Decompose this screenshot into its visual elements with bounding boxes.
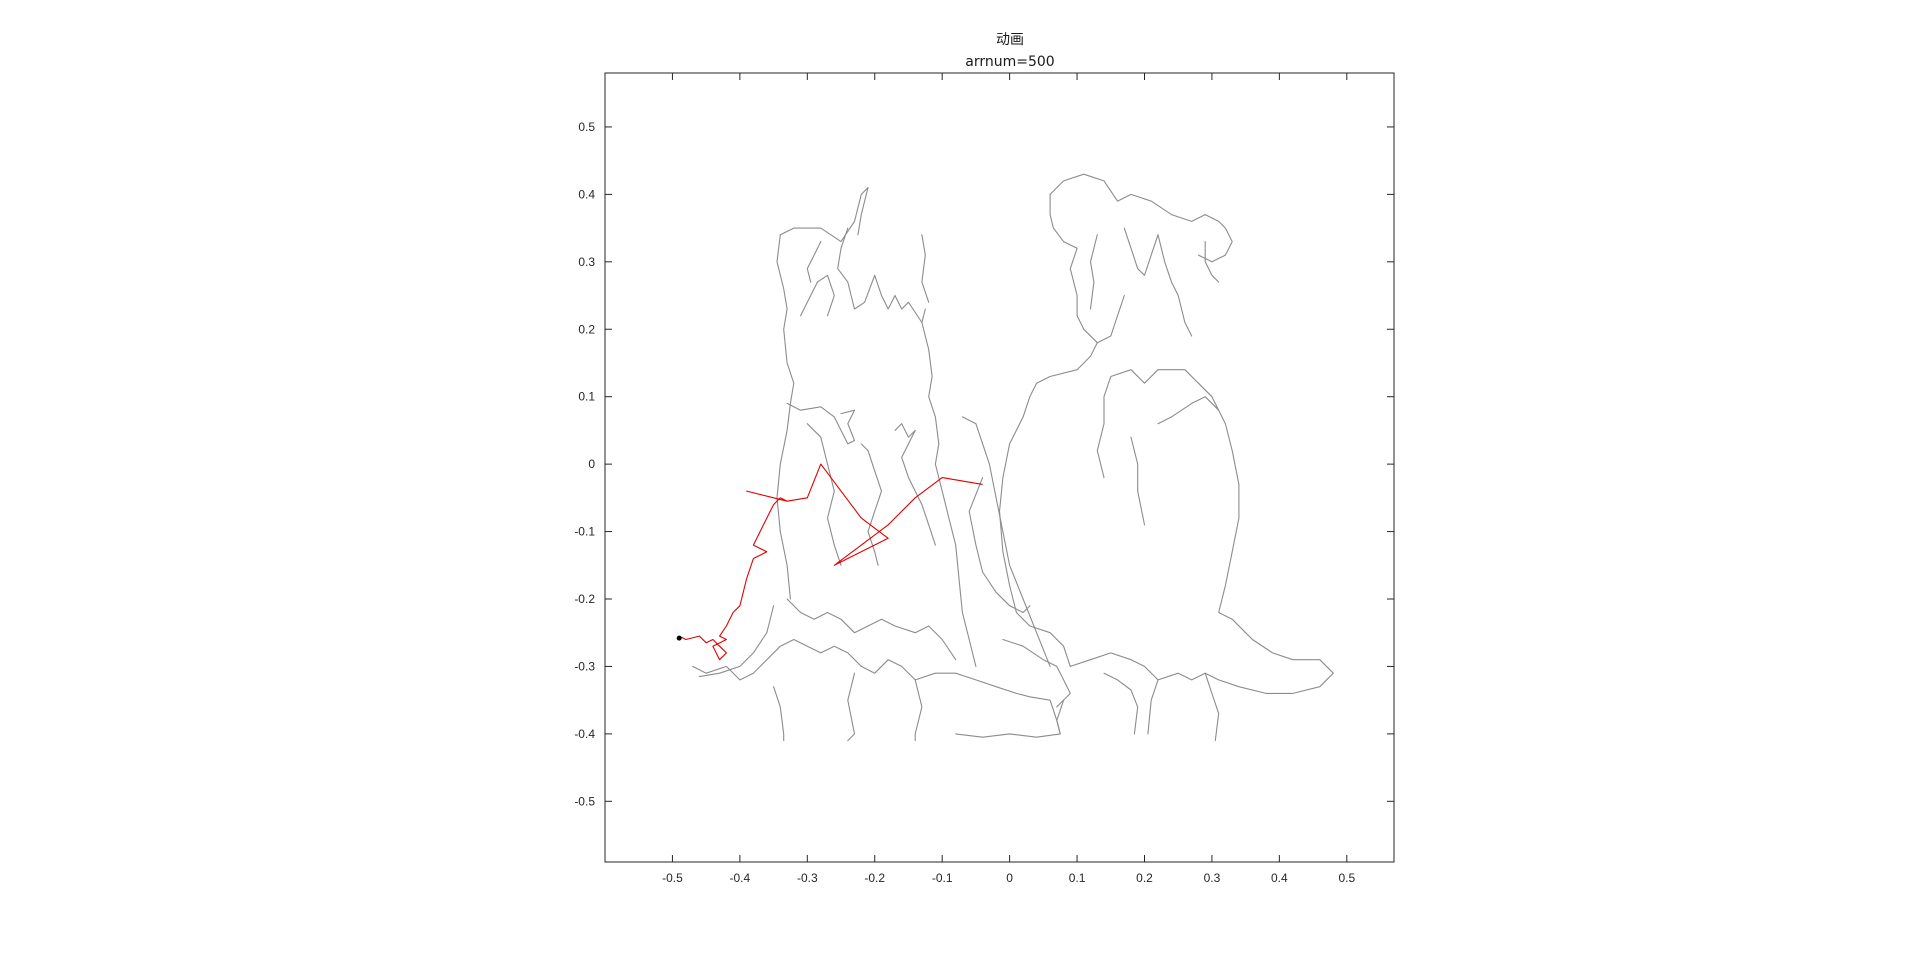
outline-stroke-4	[858, 188, 868, 235]
outline-stroke-17	[861, 660, 922, 741]
outline-stroke-7	[922, 323, 976, 667]
outline-stroke-25	[1198, 215, 1232, 262]
outline-drawing-layer	[693, 174, 1334, 740]
y-tick-label: 0	[588, 457, 595, 471]
x-tick-label: -0.1	[932, 871, 953, 885]
outline-stroke-11	[895, 424, 935, 545]
outline-stroke-28	[1124, 228, 1158, 275]
y-tick-label: 0.3	[578, 255, 595, 269]
outline-stroke-18	[915, 673, 1060, 734]
y-tick-label: -0.4	[574, 727, 595, 741]
outline-stroke-34	[1131, 437, 1145, 525]
y-tick-label: 0.2	[578, 322, 595, 336]
outline-stroke-27	[1091, 235, 1098, 309]
y-tick-label: -0.2	[574, 592, 595, 606]
plot-area	[677, 174, 1334, 740]
y-tick-label: 0.4	[578, 187, 595, 201]
outline-stroke-24	[1050, 194, 1077, 248]
outline-stroke-26	[1070, 248, 1124, 342]
y-tick-label: -0.5	[574, 794, 595, 808]
x-tick-label: 0.1	[1069, 871, 1086, 885]
y-tick-label: -0.1	[574, 525, 595, 539]
outline-stroke-31	[1000, 343, 1098, 667]
outline-stroke-29	[1158, 235, 1192, 336]
y-axis-ticks: 0.5 0.4 0.3 0.2 0.1 0 -0.1 -0.2 -0.3 -0.4 -0.5	[574, 120, 1394, 808]
outline-stroke-38	[1148, 680, 1158, 734]
outline-stroke-23	[1050, 174, 1205, 221]
outline-stroke-3	[838, 228, 926, 322]
outline-stroke-1	[777, 235, 794, 599]
x-tick-label: -0.5	[662, 871, 683, 885]
red-trace-layer	[679, 464, 982, 660]
x-tick-label: 0	[1006, 871, 1013, 885]
y-tick-label: -0.3	[574, 659, 595, 673]
outline-stroke-19	[956, 734, 1060, 737]
current-point-layer	[677, 636, 682, 641]
outline-stroke-32	[1158, 370, 1333, 694]
outline-stroke-9	[807, 424, 841, 566]
chart-title: 动画	[996, 32, 1024, 48]
red-trace-line	[679, 464, 982, 660]
outline-stroke-39	[1205, 673, 1219, 740]
chart-subtitle: arrnum=500	[965, 54, 1054, 70]
outline-stroke-37	[1104, 673, 1138, 734]
y-tick-label: 0.1	[578, 390, 595, 404]
y-tick-label: 0.5	[578, 120, 595, 134]
outline-stroke-5	[922, 235, 929, 302]
outline-stroke-15	[774, 687, 784, 741]
axes-box	[605, 73, 1394, 862]
x-axis-ticks: -0.5 -0.4 -0.3 -0.2 -0.1 0 0.1 0.2 0.3 0.4 0.5	[662, 73, 1355, 885]
x-tick-label: -0.2	[864, 871, 885, 885]
x-tick-label: 0.3	[1204, 871, 1221, 885]
outline-stroke-16	[848, 673, 855, 740]
outline-stroke-12	[787, 599, 956, 660]
outline-stroke-36	[1070, 653, 1205, 680]
outline-stroke-35	[1158, 397, 1219, 424]
x-tick-label: -0.4	[730, 871, 751, 885]
outline-stroke-33	[1097, 370, 1158, 478]
outline-stroke-2	[807, 242, 821, 283]
x-tick-label: 0.2	[1136, 871, 1153, 885]
outline-stroke-22	[1003, 640, 1070, 707]
x-tick-label: -0.3	[797, 871, 818, 885]
outline-stroke-0	[780, 188, 868, 242]
x-tick-label: 0.5	[1338, 871, 1355, 885]
x-tick-label: 0.4	[1271, 871, 1288, 885]
outline-stroke-6	[801, 275, 835, 316]
current-point-marker	[677, 636, 682, 641]
